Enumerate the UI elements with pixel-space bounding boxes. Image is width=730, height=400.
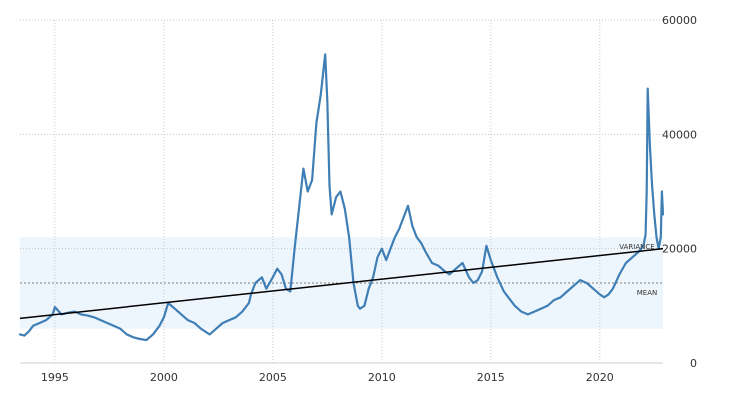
annotation-layer: VARIANCE MEAN bbox=[619, 243, 657, 297]
variance-label: VARIANCE bbox=[619, 243, 654, 251]
x-tick-label-2000: 2000 bbox=[150, 371, 178, 384]
x-tick-label-2020: 2020 bbox=[586, 371, 614, 384]
y-tick-label-20000: 20000 bbox=[662, 243, 697, 256]
series-line bbox=[18, 53, 665, 342]
x-tick-label-1995: 1995 bbox=[41, 371, 69, 384]
series-layer bbox=[18, 53, 665, 342]
trend-layer bbox=[19, 247, 664, 320]
x-tick-label-2005: 2005 bbox=[259, 371, 287, 384]
mean-label: MEAN bbox=[637, 289, 658, 297]
x-tick-label-2015: 2015 bbox=[477, 371, 505, 384]
grid-layer bbox=[20, 19, 663, 363]
y-tick-label-40000: 40000 bbox=[662, 128, 697, 141]
x-tick-label-2010: 2010 bbox=[368, 371, 396, 384]
y-tick-label-60000: 60000 bbox=[662, 14, 697, 27]
y-tick-label-0: 0 bbox=[690, 357, 697, 370]
trend-line bbox=[19, 247, 664, 320]
axes-layer: 1995 2000 2005 2010 2015 2020 0 20000 40000 60000 bbox=[20, 14, 697, 384]
